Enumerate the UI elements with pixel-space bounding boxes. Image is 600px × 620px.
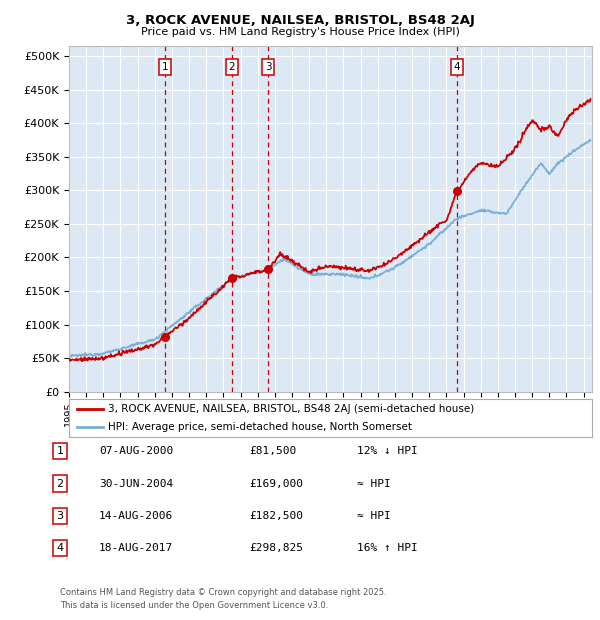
Text: 3: 3 xyxy=(265,61,271,72)
Text: 14-AUG-2006: 14-AUG-2006 xyxy=(99,511,173,521)
Text: 2: 2 xyxy=(229,61,235,72)
Text: 1: 1 xyxy=(162,61,169,72)
Text: £182,500: £182,500 xyxy=(249,511,303,521)
Text: Price paid vs. HM Land Registry's House Price Index (HPI): Price paid vs. HM Land Registry's House … xyxy=(140,27,460,37)
Text: £169,000: £169,000 xyxy=(249,479,303,489)
Text: 3, ROCK AVENUE, NAILSEA, BRISTOL, BS48 2AJ (semi-detached house): 3, ROCK AVENUE, NAILSEA, BRISTOL, BS48 2… xyxy=(108,404,475,414)
Text: 16% ↑ HPI: 16% ↑ HPI xyxy=(357,543,418,553)
Text: HPI: Average price, semi-detached house, North Somerset: HPI: Average price, semi-detached house,… xyxy=(108,422,412,433)
Text: 18-AUG-2017: 18-AUG-2017 xyxy=(99,543,173,553)
Text: Contains HM Land Registry data © Crown copyright and database right 2025.: Contains HM Land Registry data © Crown c… xyxy=(60,588,386,597)
Text: 12% ↓ HPI: 12% ↓ HPI xyxy=(357,446,418,456)
Text: 3, ROCK AVENUE, NAILSEA, BRISTOL, BS48 2AJ: 3, ROCK AVENUE, NAILSEA, BRISTOL, BS48 2… xyxy=(125,14,475,27)
Text: £298,825: £298,825 xyxy=(249,543,303,553)
Text: 30-JUN-2004: 30-JUN-2004 xyxy=(99,479,173,489)
Text: This data is licensed under the Open Government Licence v3.0.: This data is licensed under the Open Gov… xyxy=(60,601,328,611)
Text: ≈ HPI: ≈ HPI xyxy=(357,479,391,489)
Text: 3: 3 xyxy=(56,511,64,521)
Text: 1: 1 xyxy=(56,446,64,456)
Text: 2: 2 xyxy=(56,479,64,489)
Text: 4: 4 xyxy=(56,543,64,553)
Text: £81,500: £81,500 xyxy=(249,446,296,456)
Text: 07-AUG-2000: 07-AUG-2000 xyxy=(99,446,173,456)
Text: ≈ HPI: ≈ HPI xyxy=(357,511,391,521)
Text: 4: 4 xyxy=(454,61,460,72)
